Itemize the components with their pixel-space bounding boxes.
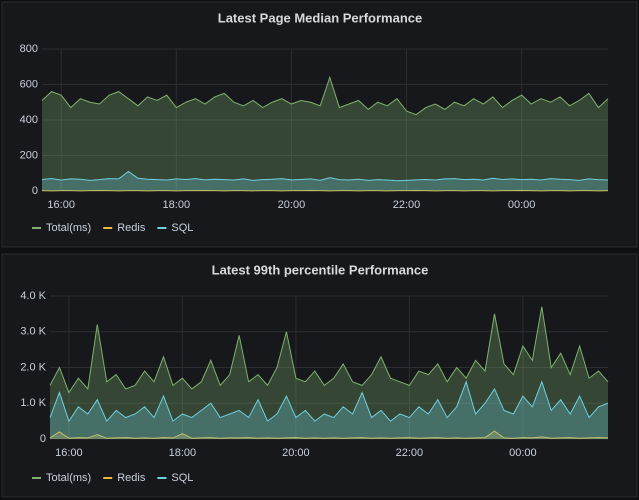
y-tick-label: 800 xyxy=(20,43,38,55)
legend-label: Redis xyxy=(117,222,146,234)
series-line xyxy=(49,380,609,423)
y-tick-label: 200 xyxy=(20,149,38,161)
y-tick-label: 3.0 K xyxy=(20,326,46,338)
x-tick-label: 20:00 xyxy=(278,199,306,211)
x-tick-label: 20:00 xyxy=(282,447,310,459)
x-tick-label: 00:00 xyxy=(509,447,537,459)
panel-title: Latest 99th percentile Performance xyxy=(212,262,429,277)
x-tick-label: 18:00 xyxy=(163,199,191,211)
series-line xyxy=(49,430,609,439)
panel-title: Latest Page Median Performance xyxy=(218,10,422,25)
series-area xyxy=(42,77,608,191)
series-line xyxy=(41,170,609,182)
y-tick-label: 2.0 K xyxy=(20,361,46,373)
x-tick-label: 18:00 xyxy=(169,447,197,459)
x-tick-label: 16:00 xyxy=(55,447,83,459)
x-tick-label: 22:00 xyxy=(396,447,424,459)
series-line xyxy=(49,306,609,394)
panel xyxy=(1,1,638,248)
legend-label: Total(ms) xyxy=(46,222,91,234)
legend-label: Total(ms) xyxy=(46,472,91,484)
x-tick-label: 16:00 xyxy=(47,199,75,211)
y-tick-label: 4.0 K xyxy=(20,290,46,302)
legend-label: Redis xyxy=(117,472,146,484)
series-line xyxy=(41,75,609,116)
x-tick-label: 00:00 xyxy=(508,199,536,211)
y-tick-label: 400 xyxy=(20,114,38,126)
x-tick-label: 22:00 xyxy=(393,199,421,211)
legend-label: SQL xyxy=(171,222,193,234)
y-tick-label: 0 xyxy=(32,185,38,197)
legend-label: SQL xyxy=(171,472,193,484)
series-area xyxy=(50,381,608,439)
y-tick-label: 0 xyxy=(40,433,46,445)
y-tick-label: 600 xyxy=(20,78,38,90)
panel xyxy=(1,253,638,498)
series-area xyxy=(50,306,608,439)
series-area xyxy=(42,171,608,191)
y-tick-label: 1.0 K xyxy=(20,397,46,409)
